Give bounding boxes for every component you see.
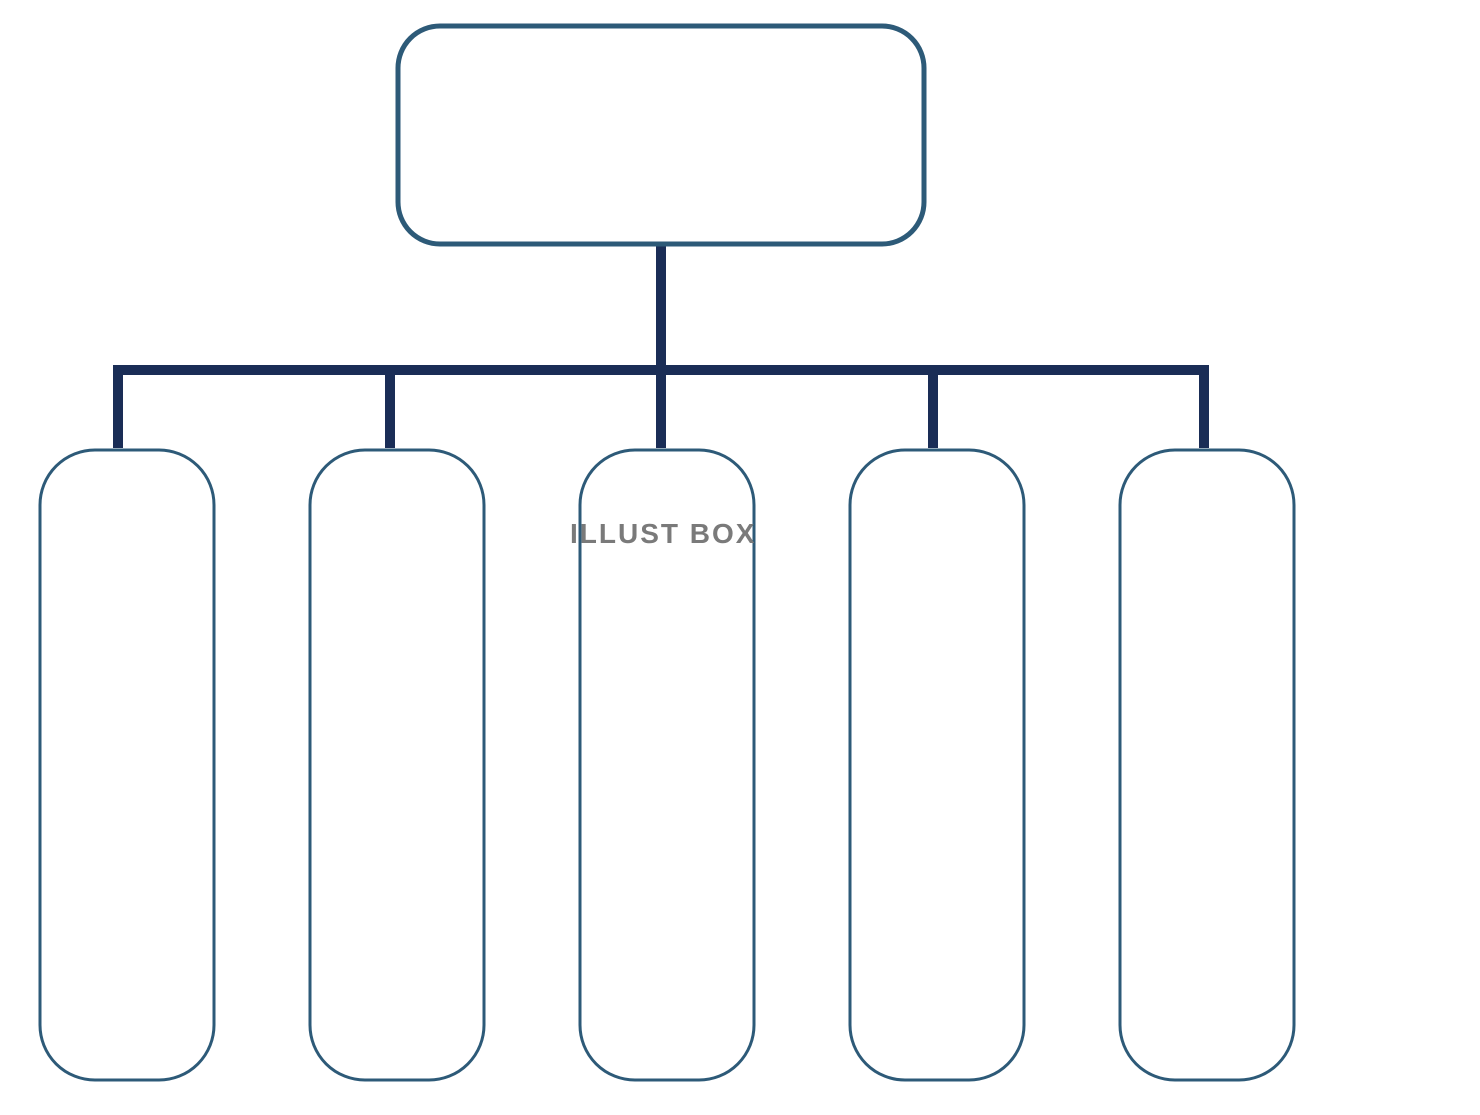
- child-node-4: [850, 450, 1024, 1080]
- child-node-5: [1120, 450, 1294, 1080]
- watermark-text: ILLUST BOX: [570, 518, 756, 550]
- child-node-1: [40, 450, 214, 1080]
- child-node-2: [310, 450, 484, 1080]
- org-chart-diagram: ILLUST BOX: [0, 0, 1480, 1110]
- root-node: [398, 26, 924, 244]
- diagram-svg: [0, 0, 1480, 1110]
